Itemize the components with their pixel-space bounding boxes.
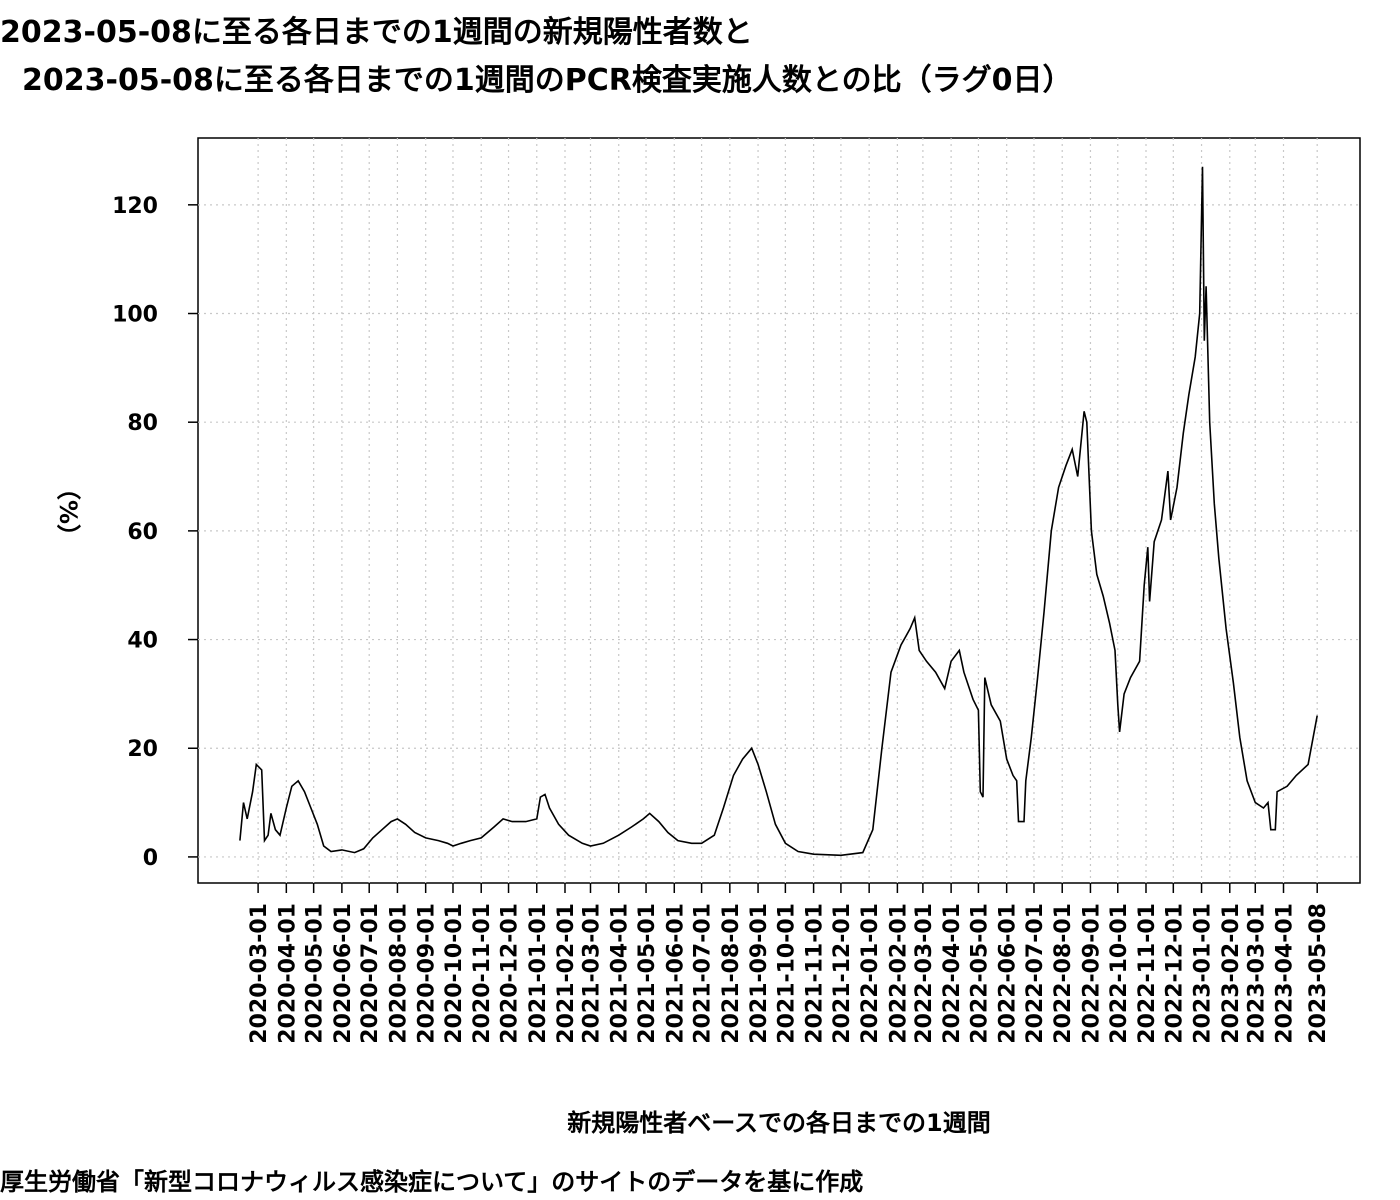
- y-tick-label: 40: [127, 629, 158, 654]
- x-tick-label: 2023-05-08: [1306, 903, 1331, 1044]
- x-tick-label: 2022-07-01: [1023, 903, 1048, 1044]
- x-tick-label: 2020-07-01: [358, 903, 383, 1044]
- x-axis-label: 新規陽性者ベースでの各日までの1週間: [567, 1109, 991, 1137]
- x-tick-label: 2020-09-01: [415, 903, 440, 1044]
- plot-frame: [197, 137, 1361, 884]
- x-tick-label: 2021-05-01: [635, 903, 660, 1044]
- x-tick-label: 2022-09-01: [1079, 903, 1104, 1044]
- x-tick-label: 2023-01-01: [1191, 903, 1216, 1044]
- x-tick-label: 2022-04-01: [940, 903, 965, 1044]
- y-tick-label: 60: [127, 520, 158, 545]
- y-tick-label: 20: [127, 737, 158, 762]
- chart-title: 2023-05-08に至る各日までの1週間の新規陽性者数と: [0, 15, 753, 50]
- x-tick-label: 2022-05-01: [967, 903, 992, 1044]
- x-tick-label: 2022-08-01: [1051, 903, 1076, 1044]
- x-tick-label: 2022-03-01: [912, 903, 937, 1044]
- caption: 厚生労働省「新型コロナウィルス感染症について」のサイトのデータを基に作成: [0, 1168, 863, 1196]
- data-line: [239, 166, 1318, 857]
- x-tick-label: 2021-08-01: [719, 903, 744, 1044]
- x-tick-label: 2021-12-01: [830, 903, 855, 1044]
- y-axis-label: （%）: [54, 476, 82, 548]
- y-tick-label: 80: [127, 411, 158, 436]
- x-tick-label: 2022-11-01: [1135, 903, 1160, 1044]
- x-tick-label: 2022-12-01: [1162, 903, 1187, 1044]
- x-tick-label: 2022-01-01: [858, 903, 883, 1044]
- x-tick-label: 2023-03-01: [1244, 903, 1269, 1044]
- x-tick-label: 2022-06-01: [996, 903, 1021, 1044]
- x-tick-label: 2021-11-01: [803, 903, 828, 1044]
- x-tick-label: 2021-03-01: [579, 903, 604, 1044]
- x-tick-label: 2023-04-01: [1273, 903, 1298, 1044]
- x-tick-label: 2020-11-01: [470, 903, 495, 1044]
- x-tick-label: 2023-02-01: [1219, 903, 1244, 1044]
- x-tick-label: 2021-09-01: [747, 903, 772, 1044]
- x-tick-label: 2020-06-01: [331, 903, 356, 1044]
- y-tick-label: 100: [112, 303, 158, 328]
- x-tick-label: 2021-01-01: [526, 903, 551, 1044]
- x-tick-label: 2021-04-01: [608, 903, 633, 1044]
- x-tick-label: 2021-06-01: [663, 903, 688, 1044]
- x-tick-label: 2020-04-01: [275, 903, 300, 1044]
- x-tick-label: 2021-02-01: [554, 903, 579, 1044]
- x-tick-label: 2020-05-01: [303, 903, 328, 1044]
- x-tick-label: 2020-03-01: [247, 903, 272, 1044]
- y-tick-label: 0: [143, 846, 158, 871]
- x-tick-label: 2021-07-01: [691, 903, 716, 1044]
- x-tick-label: 2022-10-01: [1107, 903, 1132, 1044]
- chart-title: 2023-05-08に至る各日までの1週間のPCR検査実施人数との比（ラグ0日）: [22, 63, 1072, 98]
- x-tick-label: 2021-10-01: [774, 903, 799, 1044]
- y-tick-label: 120: [112, 194, 158, 219]
- x-tick-label: 2020-08-01: [386, 903, 411, 1044]
- x-tick-label: 2020-12-01: [498, 903, 523, 1044]
- x-tick-label: 2020-10-01: [442, 903, 467, 1044]
- x-tick-label: 2022-02-01: [886, 903, 911, 1044]
